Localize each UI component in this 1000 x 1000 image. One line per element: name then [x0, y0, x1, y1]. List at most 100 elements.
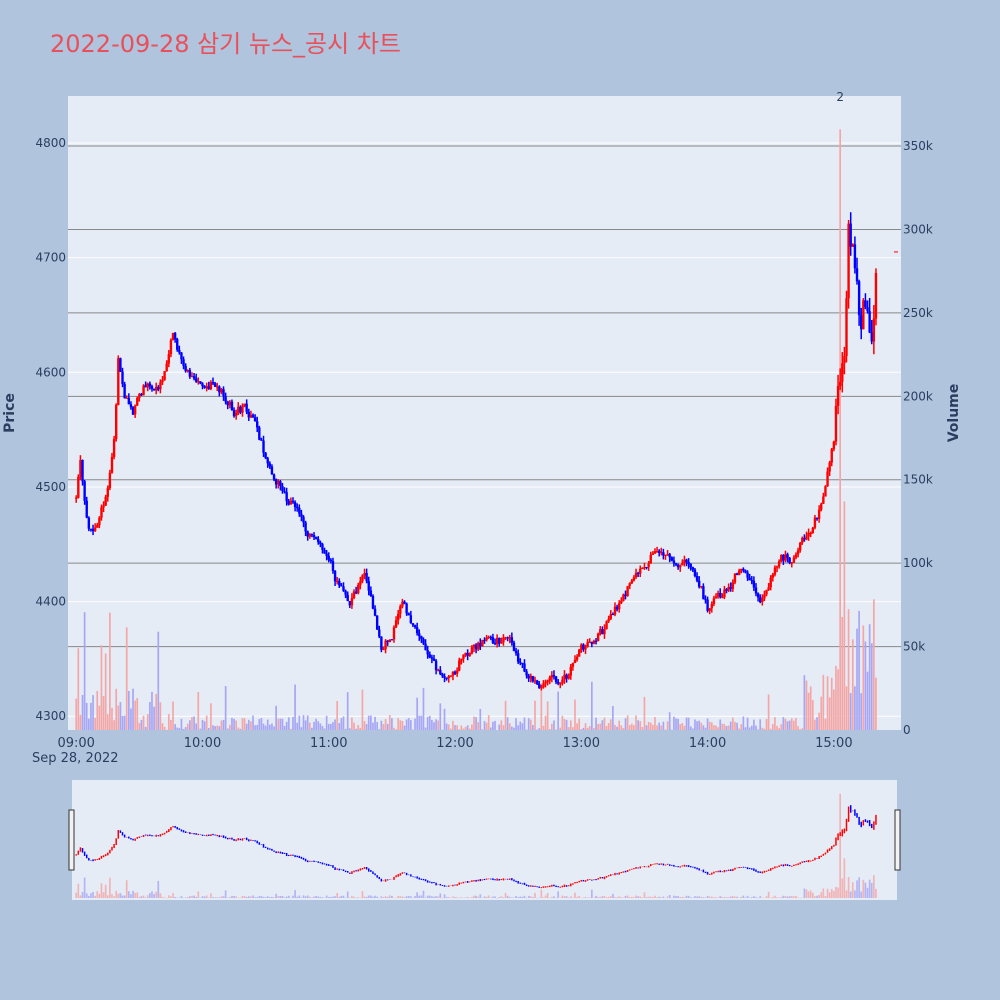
candle	[285, 487, 288, 506]
candle-body	[373, 608, 377, 616]
chart-title: 2022-09-28 삼기 뉴스_공시 차트	[50, 30, 402, 58]
preview-volume-bar	[233, 896, 235, 898]
preview-volume-bar	[847, 877, 850, 898]
candle	[253, 414, 257, 422]
volume-bar	[407, 717, 410, 730]
candle-body	[588, 641, 591, 643]
preview-volume-bar	[706, 895, 709, 898]
preview-volume-bar	[685, 895, 688, 898]
candle-body	[719, 592, 722, 598]
volume-bar	[186, 723, 189, 730]
candle-body	[266, 458, 269, 464]
preview-volume-bar	[776, 897, 778, 898]
candle-body	[331, 561, 335, 571]
candle	[81, 459, 84, 486]
main-plot-area[interactable]	[68, 96, 901, 730]
volume-bar	[662, 721, 665, 730]
preview-volume-bar	[195, 896, 198, 898]
preview-volume-bar	[197, 891, 200, 898]
candle	[601, 626, 604, 635]
volume-bar	[420, 715, 423, 730]
volume-bar	[782, 717, 785, 730]
preview-volume-bar	[222, 896, 225, 898]
range-slider-right-handle[interactable]	[894, 809, 901, 871]
candle	[331, 557, 335, 574]
candle	[369, 586, 373, 597]
candle	[815, 517, 819, 521]
candle-body	[824, 486, 827, 497]
volume-bar	[540, 683, 543, 730]
volume-bar	[279, 718, 282, 730]
candle	[176, 337, 179, 352]
candle-body	[617, 603, 621, 610]
candle-body	[841, 363, 844, 382]
candle	[239, 405, 242, 415]
candle	[268, 461, 272, 470]
candle	[487, 635, 490, 639]
candle	[106, 485, 109, 502]
preview-volume-bar	[186, 896, 189, 898]
price-tick-label: 4300	[35, 709, 66, 723]
preview-volume-bar	[376, 896, 379, 898]
candle	[310, 533, 314, 538]
volume-bar	[273, 726, 275, 730]
preview-volume-bar	[700, 896, 703, 898]
volume-bar	[365, 724, 368, 730]
volume-bar	[851, 639, 854, 730]
preview-volume-bar	[647, 896, 650, 898]
preview-volume-bar	[544, 895, 547, 898]
preview-volume-bar	[285, 896, 288, 898]
range-slider-left-handle[interactable]	[68, 809, 75, 871]
volume-bar	[197, 691, 200, 730]
preview-volume-bar	[435, 896, 437, 898]
candle	[573, 655, 577, 664]
candle	[186, 369, 189, 373]
volume-bars	[75, 129, 877, 731]
candle-body	[102, 505, 105, 508]
volume-bar	[134, 700, 136, 730]
candle	[335, 576, 339, 585]
volume-bar	[618, 720, 621, 730]
volume-bar	[424, 727, 427, 730]
preview-volume-bar	[365, 896, 368, 898]
volume-bar	[258, 719, 261, 730]
preview-volume-bar	[658, 896, 661, 898]
candle-body	[464, 652, 467, 655]
preview-volume-bar	[294, 890, 296, 898]
candle	[342, 582, 345, 592]
candle-body	[424, 643, 427, 651]
candle-body	[862, 300, 865, 330]
candle	[455, 667, 459, 677]
candle-body	[445, 677, 448, 679]
candle-body	[641, 568, 644, 570]
candle-body	[792, 557, 796, 563]
candle	[281, 482, 284, 494]
volume-bar	[193, 716, 195, 730]
volume-bar	[771, 723, 774, 730]
candle-body	[222, 389, 225, 397]
candle-body	[466, 652, 469, 656]
candle-body	[418, 633, 421, 637]
candle	[504, 636, 507, 641]
range-slider[interactable]	[72, 780, 897, 900]
volume-bar	[830, 677, 833, 730]
candle-body	[333, 570, 337, 582]
volume-bar	[85, 702, 88, 730]
candle	[514, 647, 518, 656]
candle	[439, 666, 442, 676]
candle	[218, 385, 221, 397]
candle	[737, 568, 741, 576]
candle	[306, 530, 309, 541]
candle-body	[197, 381, 200, 383]
volume-bar	[409, 720, 412, 730]
volume-bar	[498, 724, 501, 730]
volume-tick-label: 350k	[903, 139, 933, 153]
volume-bar	[523, 717, 526, 730]
preview-volume-bar	[628, 897, 631, 898]
volume-bar	[685, 717, 688, 730]
candle	[243, 403, 246, 408]
volume-bar	[357, 724, 360, 730]
candle-body	[521, 663, 524, 665]
volume-bar	[247, 719, 250, 730]
candle	[308, 533, 312, 539]
